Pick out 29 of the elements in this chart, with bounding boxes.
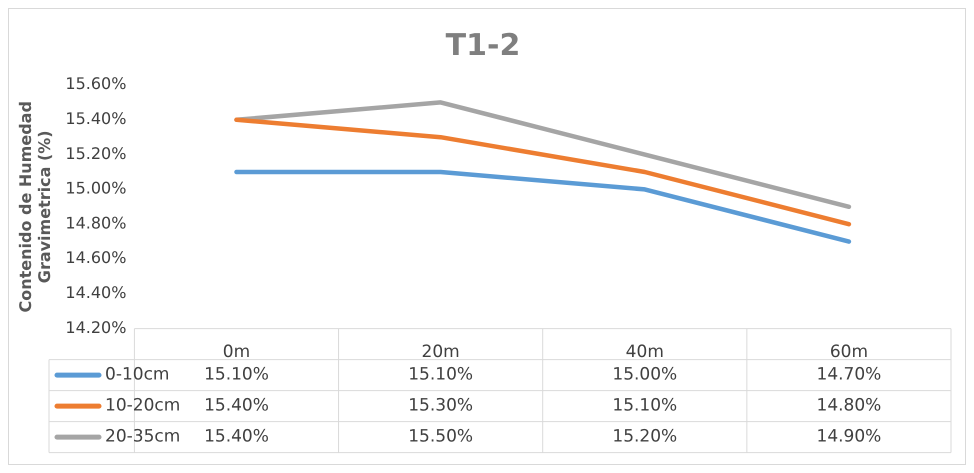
x-tick-label: 40m [626,342,664,362]
chart-title: T1-2 [446,28,520,63]
data-label: 15.10% [204,364,269,385]
data-label: 15.10% [408,364,474,385]
data-label: 15.10% [612,396,678,416]
y-tick-label: 14.60% [65,248,126,268]
x-tick-label: 0m [222,342,250,362]
data-label: 14.90% [816,426,882,447]
y-tick-label: 15.40% [65,108,126,128]
data-label: 15.30% [408,396,474,416]
data-label: 15.00% [612,364,678,385]
y-axis-title: Contenido de Humedad Gravimetrica (%) [16,101,54,313]
x-tick-label: 20m [422,342,460,362]
data-label: 14.70% [816,364,882,385]
y-tick-label: 15.00% [65,178,126,198]
y-tick-label: 14.20% [65,318,126,337]
y-tick-label: 15.60% [65,74,126,94]
data-label: 14.80% [816,396,882,416]
legend-label: 10-20cm [105,396,180,416]
data-label: 15.20% [612,426,678,447]
legend-label: 20-35cm [105,426,180,447]
data-label: 15.40% [204,396,269,416]
data-label: 15.50% [408,426,474,447]
x-tick-label: 60m [830,342,868,362]
data-label: 15.40% [204,426,269,447]
y-tick-label: 14.40% [65,282,126,302]
legend-label: 0-10cm [105,364,170,385]
y-tick-label: 14.80% [65,213,126,232]
y-tick-label: 15.20% [65,144,126,163]
